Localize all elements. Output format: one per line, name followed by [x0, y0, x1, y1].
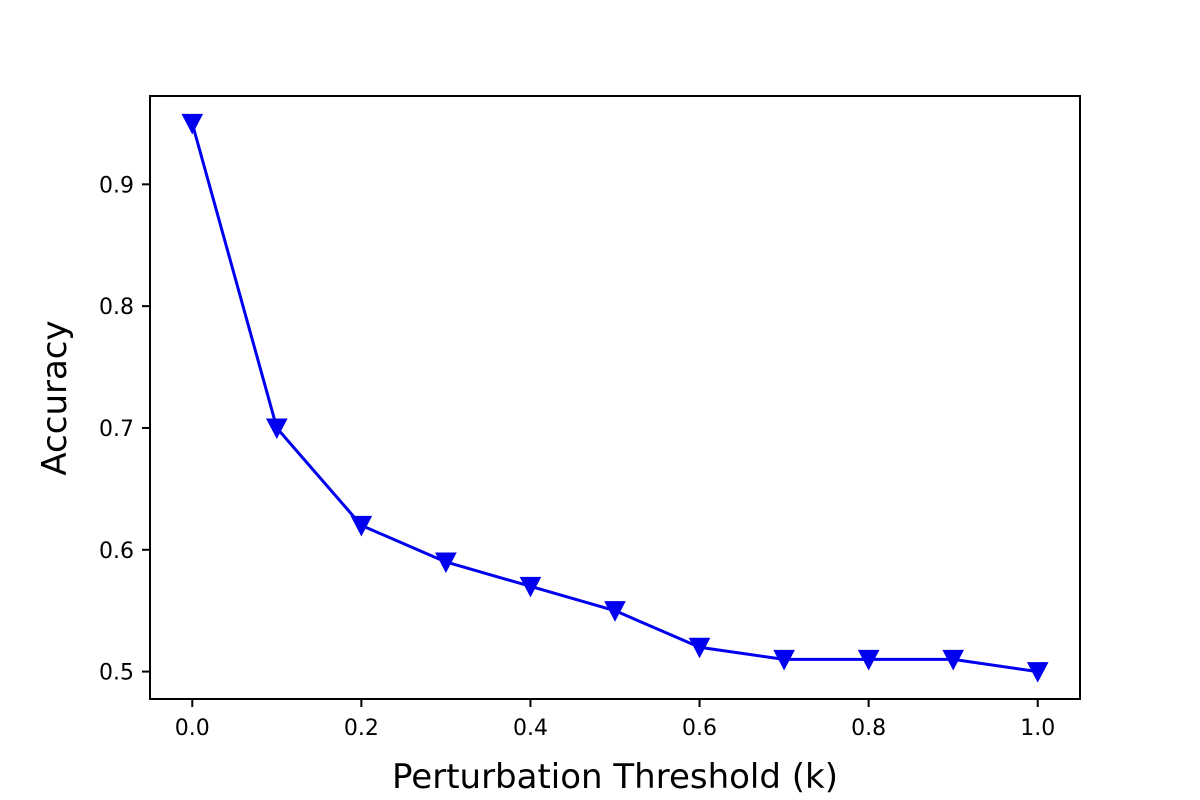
x-tick-label: 1.0: [1020, 716, 1055, 741]
plot-background: [150, 96, 1080, 699]
x-tick-label: 0.8: [851, 716, 886, 741]
x-axis-title: Perturbation Threshold (k): [392, 757, 838, 797]
data-point-marker: [350, 515, 373, 537]
y-tick-label: 0.8: [99, 295, 134, 320]
data-point-marker: [519, 576, 542, 598]
data-point-marker: [265, 418, 288, 440]
x-tick-label: 0.0: [175, 716, 210, 741]
y-axis-title: Accuracy: [35, 320, 75, 475]
data-point-marker: [604, 601, 626, 622]
y-tick-label: 0.9: [99, 173, 134, 198]
data-point-marker: [1026, 662, 1049, 683]
x-tick-label: 0.2: [344, 716, 379, 741]
y-tick-label: 0.7: [99, 417, 134, 442]
x-axis-ticks: 0.0 0.2 0.4 0.6 0.8 1.0: [175, 699, 1055, 741]
x-tick-label: 0.4: [513, 716, 548, 741]
data-point-marker: [435, 552, 457, 574]
y-tick-label: 0.6: [99, 539, 134, 564]
data-point-marker: [688, 637, 711, 659]
series-markers: [181, 113, 1049, 683]
y-axis-ticks: 0.5 0.6 0.7 0.8 0.9: [99, 173, 150, 686]
y-tick-label: 0.5: [99, 661, 134, 686]
plot-frame: [149, 95, 1081, 700]
x-tick-label: 0.6: [682, 716, 717, 741]
data-point-marker: [942, 649, 965, 671]
data-point-marker: [773, 649, 795, 671]
data-point-marker: [181, 113, 204, 135]
data-point-marker: [857, 649, 880, 671]
